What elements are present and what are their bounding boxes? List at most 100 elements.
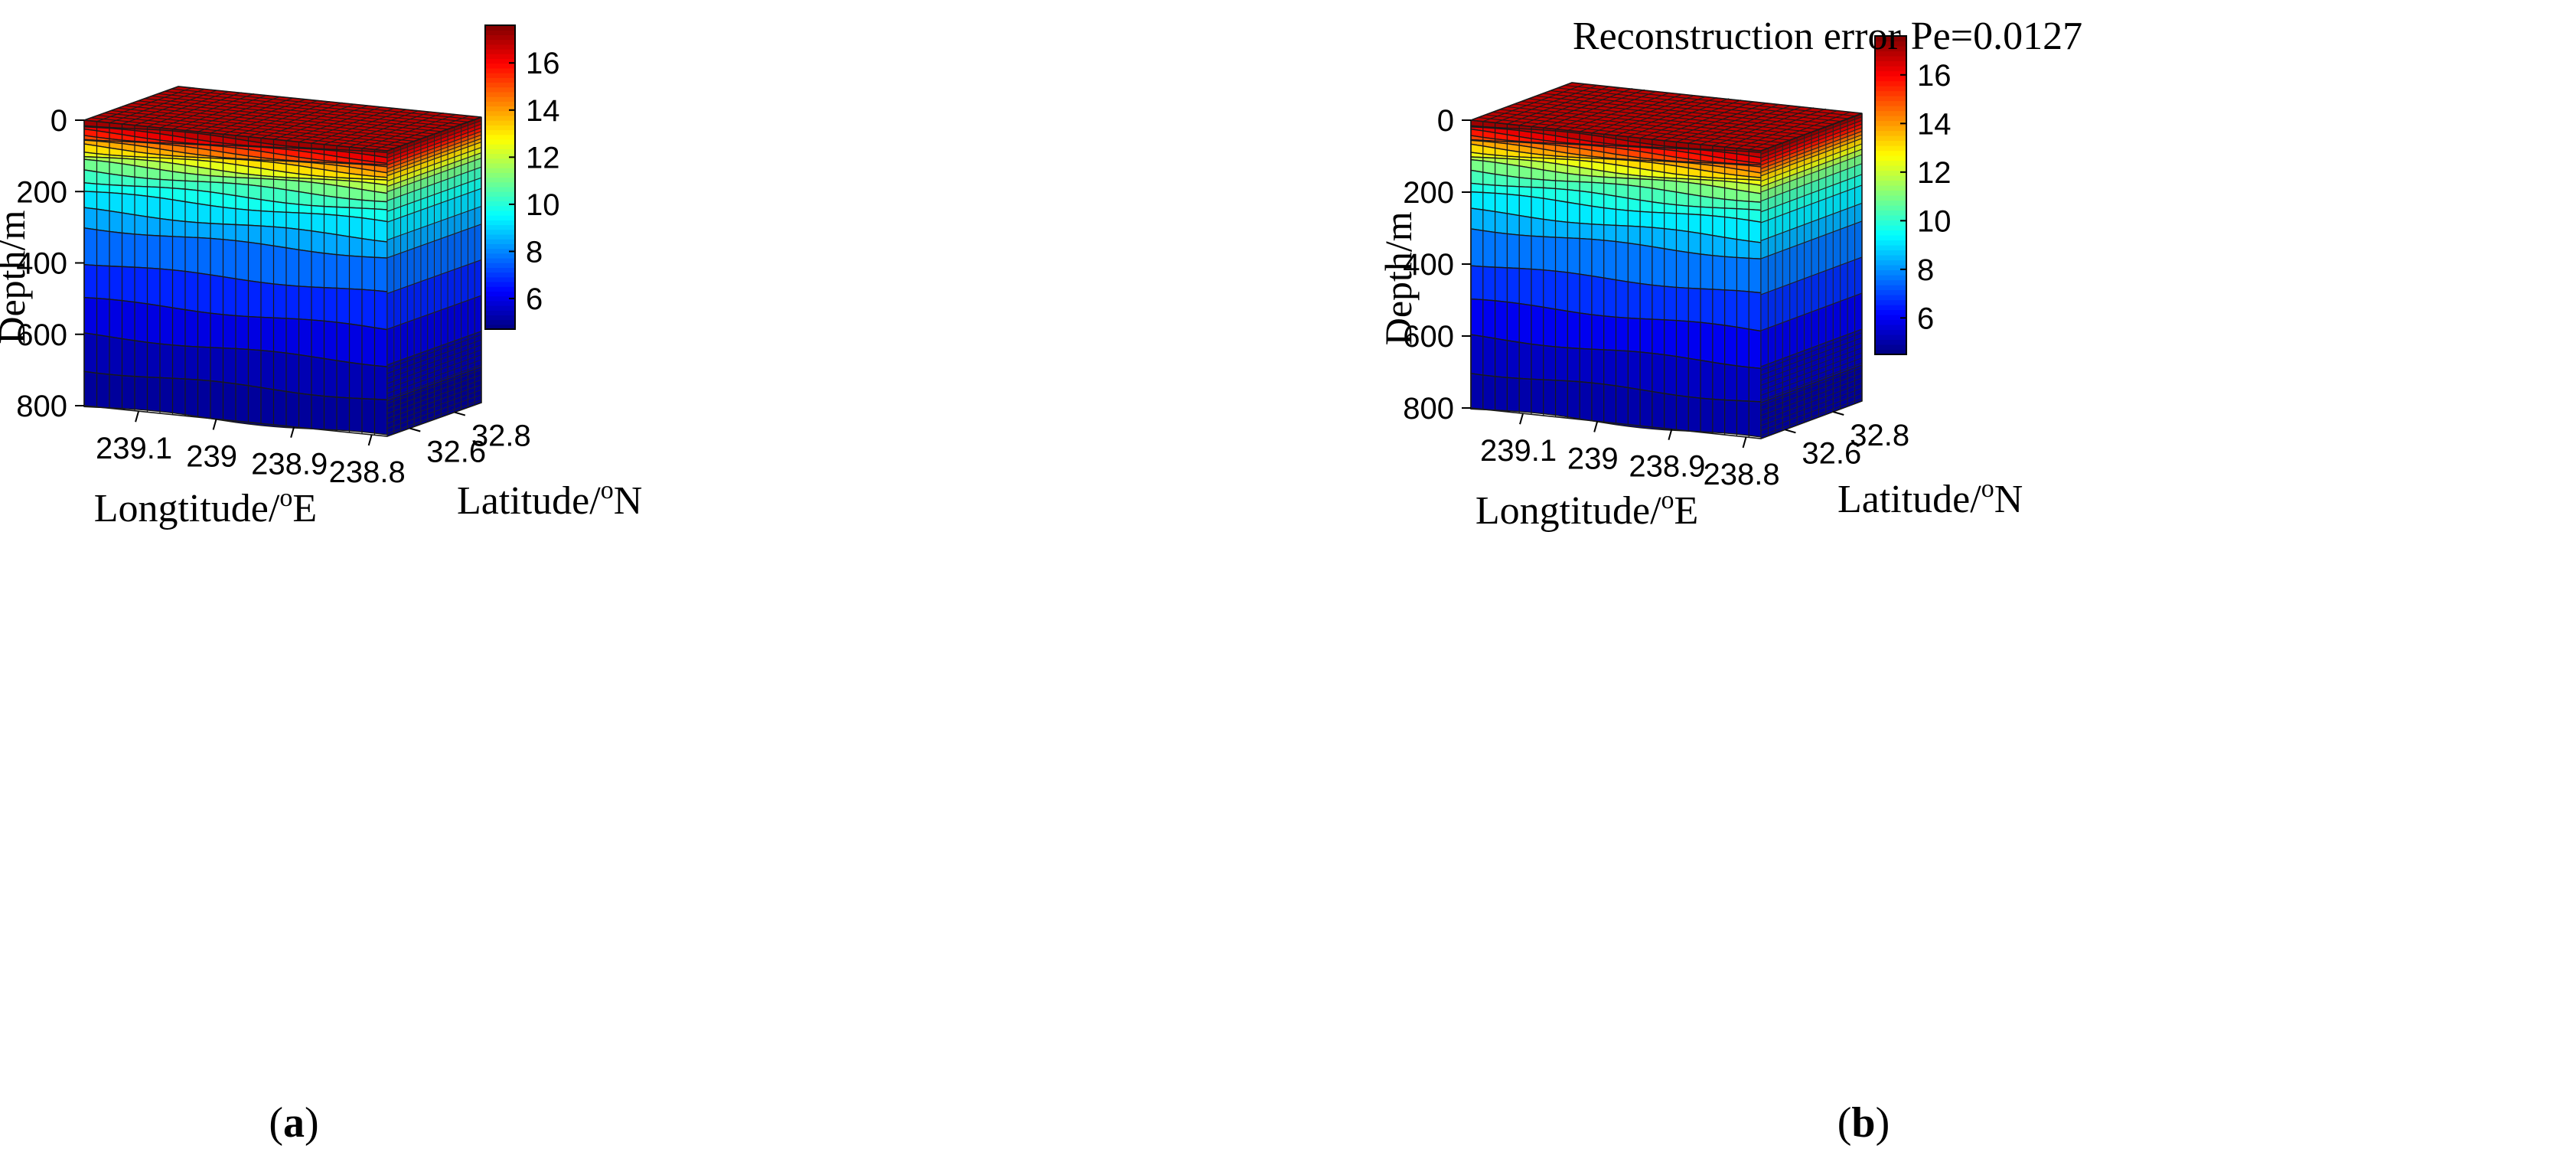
depth-tick-label: 400 [16, 247, 67, 281]
colorbar-step [1875, 180, 1906, 186]
colorbar-step [485, 125, 515, 131]
longitude-tick-label: 238.8 [329, 455, 406, 489]
top-surface [83, 86, 482, 152]
colorbar-step [1875, 269, 1906, 276]
colorbar-step [1875, 86, 1906, 92]
colorbar-step [485, 286, 515, 292]
top-grid-line [386, 117, 482, 152]
colorbar-step [1875, 230, 1906, 236]
depth-axis: 0 200 400 600 800 Depth/m [1377, 104, 1471, 426]
colorbar-step [1875, 66, 1906, 72]
box-outline [83, 117, 482, 437]
colorbar-step [485, 73, 515, 78]
depth-tick-label: 800 [1403, 392, 1454, 426]
latitude-axis-label: Latitude/oN [1837, 475, 2023, 521]
colorbar-step [485, 305, 515, 311]
colorbar-tick-label: 14 [526, 94, 560, 128]
colorbar-step [485, 181, 515, 188]
top-grid-line [1492, 111, 1783, 144]
colorbar-step [485, 44, 515, 50]
colorbar-step [1875, 220, 1906, 226]
colorbar-tick-label: 8 [1917, 253, 1934, 287]
longitude-tick-mark [135, 410, 140, 423]
colorbar-step [1875, 265, 1906, 271]
colorbar-step [1875, 225, 1906, 231]
colorbar-step [1875, 170, 1906, 176]
colorbar-step [485, 205, 515, 211]
side-dense-grid-line [386, 364, 482, 399]
top-grid-line [138, 100, 442, 132]
side-dense-grid-line [386, 394, 482, 429]
colorbar-step [1875, 349, 1906, 355]
top-grid-line [1470, 119, 1762, 152]
colorbar-step [485, 281, 515, 287]
colorbar-step [1875, 155, 1906, 162]
colorbar-step [1875, 56, 1906, 62]
top-grid-line [131, 103, 435, 135]
top-grid-line [1564, 84, 1855, 117]
top-grid-line [145, 98, 448, 130]
longitude-tick-label: 239 [1567, 442, 1619, 475]
colorbar-tick-label: 12 [1917, 156, 1952, 190]
colorbar-frame [484, 24, 516, 330]
side-dense-grid-line [386, 389, 482, 424]
colorbar-step [485, 82, 515, 88]
side-dense-grid-line [386, 379, 482, 414]
latitude-tick-label: 32.6 [426, 436, 486, 469]
colorbar-step [1875, 190, 1906, 196]
colorbar-step [1875, 315, 1906, 321]
colorbar-step [1875, 165, 1906, 171]
latitude-tick-mark [409, 427, 421, 432]
top-grid-line [1557, 87, 1848, 119]
colorbar-tick-label: 16 [1917, 59, 1952, 93]
side-dense-grid-line [1760, 357, 1863, 396]
colorbar-step [1875, 250, 1906, 256]
colorbar-step [1875, 116, 1906, 122]
colorbar-step [1875, 325, 1906, 331]
colorbar-step [485, 263, 515, 268]
colorbar-step [1875, 60, 1906, 67]
colorbar-step [485, 177, 515, 183]
panel-label: (b) [1837, 1099, 1890, 1147]
depth-tick-label: 200 [16, 175, 67, 209]
colorbar-step [485, 106, 515, 112]
colorbar-step [1875, 334, 1906, 341]
side-dense-grid-line [1760, 342, 1863, 381]
colorbar-step [485, 25, 515, 31]
longitude-tick-label: 238.9 [1629, 450, 1705, 484]
top-grid-line [1514, 103, 1805, 135]
colorbar-step [485, 96, 515, 102]
top-grid-line [111, 109, 415, 142]
side-dense-grid-line [1760, 337, 1863, 376]
colorbar-step [1875, 135, 1906, 142]
depth-axis-label: Depth/m [1377, 211, 1420, 345]
colorbar-step [1875, 36, 1906, 42]
colorbar-step [485, 54, 515, 60]
colorbar-step [485, 272, 515, 278]
longitude-tick-mark [1519, 413, 1524, 425]
longitude-tick-label: 238.9 [251, 448, 328, 481]
latitude-tick-label: 32.8 [471, 419, 531, 453]
colorbar-tick-label: 14 [1917, 107, 1952, 141]
side-dense-grid-line [386, 344, 482, 379]
top-surface [1470, 82, 1863, 152]
colorbar-step [485, 77, 515, 83]
colorbar-step [1875, 145, 1906, 152]
side-dense-grid-line [386, 359, 482, 394]
colorbar-step [1875, 210, 1906, 216]
side-dense-grid-line [1760, 372, 1863, 411]
longitude-tick-mark [367, 434, 373, 446]
colorbar-step [485, 110, 515, 116]
colorbar-step [1875, 195, 1906, 201]
top-grid-line [1507, 106, 1798, 139]
longitude-tick-label: 238.8 [1704, 458, 1780, 491]
depth-tick-label: 800 [16, 390, 67, 423]
side-dense-grid-line [1760, 397, 1863, 436]
colorbar-step [485, 253, 515, 259]
colorbar-tick-label: 12 [526, 141, 560, 175]
top-grid-line [1535, 95, 1826, 128]
latitude-tick-label: 32.8 [1850, 419, 1909, 452]
side-dense-grid-line [386, 399, 482, 434]
